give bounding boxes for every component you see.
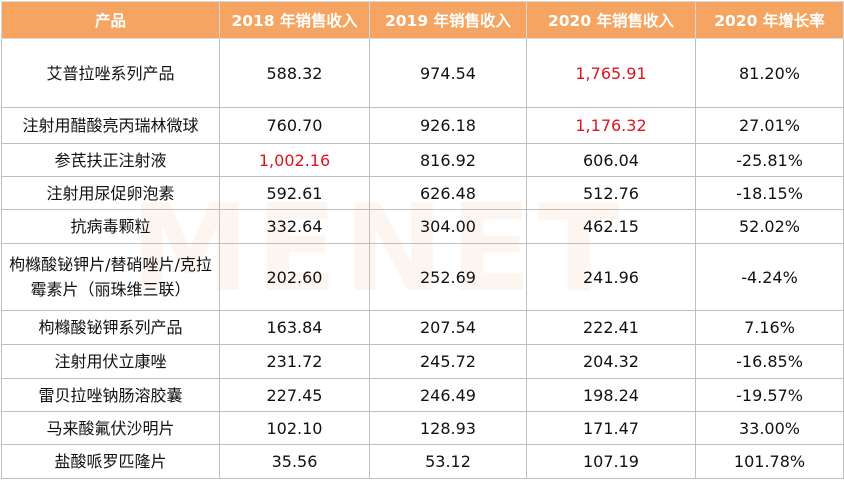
value-2018-cell: 202.60 [219, 243, 370, 311]
growth-cell: -25.81% [695, 143, 844, 177]
value-2019-cell: 246.49 [369, 378, 527, 412]
product-cell: 盐酸哌罗匹隆片 [1, 444, 220, 479]
table-row: 雷贝拉唑钠肠溶胶囊 227.45 246.49 198.24 -19.57% [1, 378, 844, 412]
growth-cell: 81.20% [695, 38, 844, 108]
value-2020-cell: 241.96 [526, 243, 696, 311]
value-2019-cell: 926.18 [369, 107, 527, 144]
value-2019-cell: 245.72 [369, 344, 527, 379]
value-2018-cell: 592.61 [219, 176, 370, 210]
value-2020-cell: 198.24 [526, 378, 696, 412]
value-2019-cell: 816.92 [369, 143, 527, 177]
value-2019-cell: 304.00 [369, 209, 527, 244]
value-2020-cell: 107.19 [526, 444, 696, 479]
table-row: 枸橼酸铋钾系列产品 163.84 207.54 222.41 7.16% [1, 310, 844, 345]
value-2018-cell: 35.56 [219, 444, 370, 479]
value-2018-cell: 1,002.16 [219, 143, 370, 177]
product-cell: 参芪扶正注射液 [1, 143, 220, 177]
table-row: 抗病毒颗粒 332.64 304.00 462.15 52.02% [1, 209, 844, 244]
growth-cell: -16.85% [695, 344, 844, 379]
growth-cell: 52.02% [695, 209, 844, 244]
value-2018-cell: 102.10 [219, 411, 370, 445]
value-2020-cell: 1,765.91 [526, 38, 696, 108]
value-2020-cell: 512.76 [526, 176, 696, 210]
value-2018-cell: 588.32 [219, 38, 370, 108]
value-2019-cell: 128.93 [369, 411, 527, 445]
value-2019-cell: 252.69 [369, 243, 527, 311]
product-cell: 枸橼酸铋钾片/替硝唑片/克拉霉素片（丽珠维三联） [1, 243, 220, 311]
header-growth: 2020 年增长率 [695, 1, 844, 39]
sales-table: 产品 2018 年销售收入 2019 年销售收入 2020 年销售收入 2020… [1, 1, 844, 479]
product-cell: 注射用伏立康唑 [1, 344, 220, 379]
header-row: 产品 2018 年销售收入 2019 年销售收入 2020 年销售收入 2020… [1, 1, 844, 39]
header-2018: 2018 年销售收入 [219, 1, 370, 39]
value-2019-cell: 626.48 [369, 176, 527, 210]
table-row: 参芪扶正注射液 1,002.16 816.92 606.04 -25.81% [1, 143, 844, 177]
header-2020: 2020 年销售收入 [526, 1, 696, 39]
product-cell: 艾普拉唑系列产品 [1, 38, 220, 108]
value-2020-cell: 222.41 [526, 310, 696, 345]
growth-cell: -4.24% [695, 243, 844, 311]
table-row: 盐酸哌罗匹隆片 35.56 53.12 107.19 101.78% [1, 444, 844, 479]
product-cell: 雷贝拉唑钠肠溶胶囊 [1, 378, 220, 412]
value-2020-cell: 171.47 [526, 411, 696, 445]
value-2018-cell: 332.64 [219, 209, 370, 244]
table-row: 注射用醋酸亮丙瑞林微球 760.70 926.18 1,176.32 27.01… [1, 107, 844, 144]
header-2019: 2019 年销售收入 [369, 1, 527, 39]
product-cell: 枸橼酸铋钾系列产品 [1, 310, 220, 345]
product-cell: 马来酸氟伏沙明片 [1, 411, 220, 445]
value-2018-cell: 231.72 [219, 344, 370, 379]
value-2018-cell: 227.45 [219, 378, 370, 412]
value-2020-cell: 1,176.32 [526, 107, 696, 144]
product-cell: 注射用尿促卵泡素 [1, 176, 220, 210]
value-2020-cell: 204.32 [526, 344, 696, 379]
table-row: 艾普拉唑系列产品 588.32 974.54 1,765.91 81.20% [1, 38, 844, 108]
value-2018-cell: 760.70 [219, 107, 370, 144]
growth-cell: -19.57% [695, 378, 844, 412]
product-cell: 注射用醋酸亮丙瑞林微球 [1, 107, 220, 144]
product-cell: 抗病毒颗粒 [1, 209, 220, 244]
growth-cell: 27.01% [695, 107, 844, 144]
growth-cell: -18.15% [695, 176, 844, 210]
value-2018-cell: 163.84 [219, 310, 370, 345]
value-2020-cell: 462.15 [526, 209, 696, 244]
growth-cell: 33.00% [695, 411, 844, 445]
table-row: 注射用尿促卵泡素 592.61 626.48 512.76 -18.15% [1, 176, 844, 210]
value-2019-cell: 53.12 [369, 444, 527, 479]
table-row: 注射用伏立康唑 231.72 245.72 204.32 -16.85% [1, 344, 844, 379]
table-row: 枸橼酸铋钾片/替硝唑片/克拉霉素片（丽珠维三联） 202.60 252.69 2… [1, 243, 844, 311]
growth-cell: 101.78% [695, 444, 844, 479]
value-2019-cell: 974.54 [369, 38, 527, 108]
table-row: 马来酸氟伏沙明片 102.10 128.93 171.47 33.00% [1, 411, 844, 445]
header-product: 产品 [1, 1, 220, 39]
value-2019-cell: 207.54 [369, 310, 527, 345]
growth-cell: 7.16% [695, 310, 844, 345]
value-2020-cell: 606.04 [526, 143, 696, 177]
